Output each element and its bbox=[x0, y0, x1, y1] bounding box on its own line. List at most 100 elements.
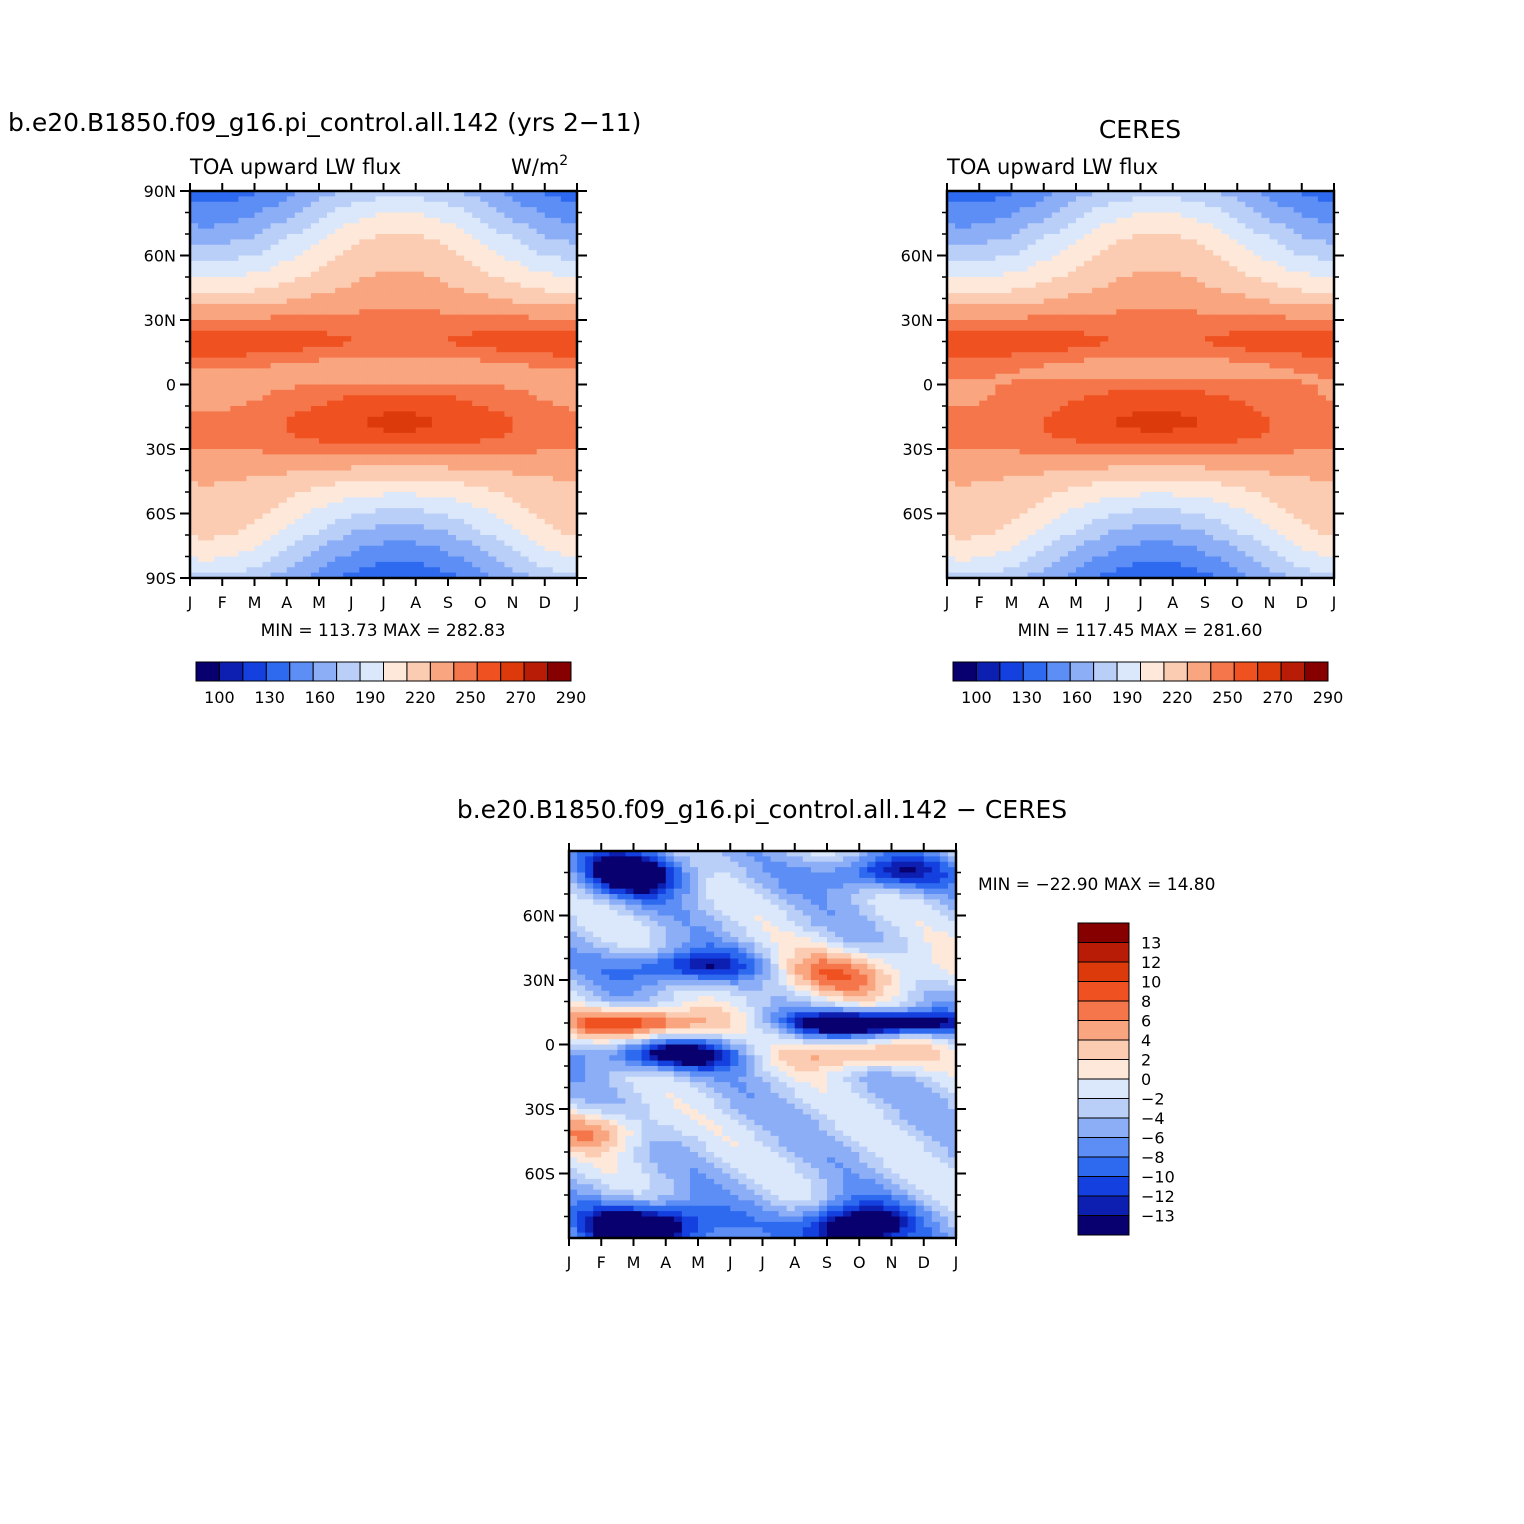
ceres-cell bbox=[1325, 287, 1335, 294]
model-cell bbox=[302, 535, 312, 541]
model-cell bbox=[488, 266, 497, 273]
ceres-cell bbox=[979, 250, 988, 257]
model-cell bbox=[335, 556, 344, 563]
model-cell bbox=[456, 260, 465, 267]
model-cell bbox=[528, 567, 538, 574]
model-cell bbox=[544, 234, 554, 240]
model-cell bbox=[198, 244, 207, 251]
model-cell bbox=[367, 567, 377, 574]
model-cell bbox=[335, 454, 344, 461]
model-cell bbox=[383, 411, 393, 418]
model-cell bbox=[399, 260, 409, 267]
model-cell bbox=[351, 438, 360, 445]
ceres-cell bbox=[1092, 341, 1101, 348]
model-cell bbox=[423, 212, 433, 219]
ceres-cell bbox=[1245, 320, 1254, 326]
model-cell bbox=[198, 271, 207, 278]
model-cell bbox=[496, 277, 506, 283]
model-cell bbox=[480, 545, 489, 552]
model-cell bbox=[254, 330, 264, 337]
model-cell bbox=[319, 529, 328, 536]
model-cell bbox=[254, 271, 264, 278]
model-cell bbox=[552, 346, 562, 353]
model-cell bbox=[512, 234, 522, 240]
model-cell bbox=[407, 416, 417, 423]
ceres-cell bbox=[1059, 346, 1069, 353]
model-cell bbox=[351, 239, 360, 246]
ceres-cell bbox=[1277, 223, 1287, 230]
model-cell bbox=[528, 325, 538, 332]
model-cell bbox=[310, 277, 320, 283]
model-cell bbox=[488, 486, 497, 493]
model-cell bbox=[552, 513, 562, 520]
model-cell bbox=[464, 287, 473, 294]
model-cell bbox=[262, 384, 272, 391]
ceres-cell bbox=[1043, 201, 1053, 208]
model-cell bbox=[190, 443, 199, 450]
model-cell bbox=[552, 287, 562, 294]
ceres-cell bbox=[1261, 207, 1271, 214]
model-cell bbox=[568, 508, 578, 515]
ceres-cell bbox=[955, 228, 964, 235]
ceres-cell bbox=[1116, 196, 1125, 203]
ceres-cell bbox=[1148, 282, 1158, 289]
model-cell bbox=[294, 497, 304, 504]
ceres-cell bbox=[1293, 336, 1303, 343]
model-cell bbox=[423, 524, 433, 531]
model-cell bbox=[206, 228, 215, 235]
model-cell bbox=[472, 556, 481, 563]
model-cell bbox=[198, 298, 207, 305]
ceres-cell bbox=[1051, 330, 1061, 337]
model-cell bbox=[423, 427, 433, 434]
ceres-cell bbox=[1067, 196, 1077, 203]
ceres-cell bbox=[1027, 239, 1037, 246]
model-cell bbox=[278, 223, 288, 230]
model-cell bbox=[262, 540, 272, 547]
model-cell bbox=[319, 470, 328, 477]
model-cell bbox=[294, 540, 304, 547]
model-cell bbox=[262, 282, 272, 289]
model-cell bbox=[254, 497, 264, 504]
ceres-cell bbox=[947, 239, 956, 246]
model-cell bbox=[375, 201, 385, 208]
model-cell bbox=[472, 244, 481, 251]
ceres-cell bbox=[1164, 191, 1174, 197]
ceres-cell bbox=[1043, 244, 1053, 251]
model-cell bbox=[351, 513, 360, 520]
model-cell bbox=[254, 217, 264, 224]
model-cell bbox=[375, 309, 385, 316]
ceres-cell bbox=[1059, 303, 1069, 310]
ceres-cell bbox=[955, 287, 964, 294]
model-cell bbox=[504, 416, 514, 423]
model-cell bbox=[480, 432, 489, 439]
model-cell bbox=[456, 293, 465, 300]
model-cell bbox=[496, 201, 506, 208]
ceres-cell bbox=[1213, 336, 1222, 343]
model-cell bbox=[456, 234, 465, 240]
model-cell bbox=[262, 255, 272, 262]
model-cell bbox=[343, 572, 352, 579]
model-cell bbox=[310, 260, 320, 267]
ceres-cell bbox=[1285, 346, 1295, 353]
ceres-cell bbox=[1325, 260, 1335, 267]
model-cell bbox=[294, 481, 304, 488]
model-cell bbox=[480, 196, 489, 203]
ceres-cell bbox=[987, 271, 996, 278]
model-cell bbox=[294, 309, 304, 316]
model-cell bbox=[214, 298, 223, 305]
model-cell bbox=[439, 406, 449, 412]
ceres-cell bbox=[1100, 234, 1109, 240]
ceres-cell bbox=[1237, 266, 1246, 273]
ceres-cell bbox=[1205, 282, 1214, 289]
model-cell bbox=[520, 207, 530, 214]
ceres-cell bbox=[1076, 250, 1085, 257]
model-cell bbox=[464, 572, 473, 579]
model-cell bbox=[415, 223, 425, 230]
model-cell bbox=[190, 486, 199, 493]
model-cell bbox=[222, 443, 231, 450]
model-cell bbox=[448, 454, 457, 461]
model-cell bbox=[480, 239, 489, 246]
model-cell bbox=[520, 373, 530, 380]
model-cell bbox=[254, 309, 264, 316]
